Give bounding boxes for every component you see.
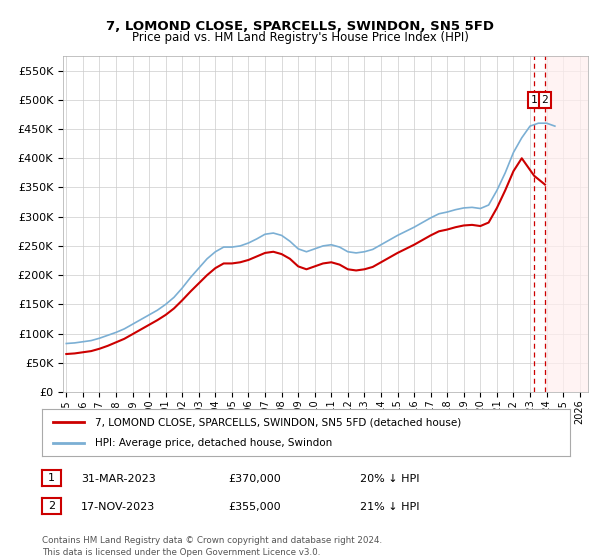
Text: 2: 2	[48, 501, 55, 511]
Text: 7, LOMOND CLOSE, SPARCELLS, SWINDON, SN5 5FD: 7, LOMOND CLOSE, SPARCELLS, SWINDON, SN5…	[106, 20, 494, 32]
Text: 1: 1	[48, 473, 55, 483]
Text: 2: 2	[542, 95, 548, 105]
Text: 17-NOV-2023: 17-NOV-2023	[81, 502, 155, 512]
Text: 1: 1	[531, 95, 538, 105]
Text: 21% ↓ HPI: 21% ↓ HPI	[360, 502, 419, 512]
Text: £355,000: £355,000	[228, 502, 281, 512]
Text: Price paid vs. HM Land Registry's House Price Index (HPI): Price paid vs. HM Land Registry's House …	[131, 31, 469, 44]
Text: 7, LOMOND CLOSE, SPARCELLS, SWINDON, SN5 5FD (detached house): 7, LOMOND CLOSE, SPARCELLS, SWINDON, SN5…	[95, 417, 461, 427]
Text: 31-MAR-2023: 31-MAR-2023	[81, 474, 156, 484]
Text: HPI: Average price, detached house, Swindon: HPI: Average price, detached house, Swin…	[95, 438, 332, 448]
Bar	[545, 56, 588, 392]
Text: £370,000: £370,000	[228, 474, 281, 484]
Text: 20% ↓ HPI: 20% ↓ HPI	[360, 474, 419, 484]
Text: Contains HM Land Registry data © Crown copyright and database right 2024.
This d: Contains HM Land Registry data © Crown c…	[42, 536, 382, 557]
